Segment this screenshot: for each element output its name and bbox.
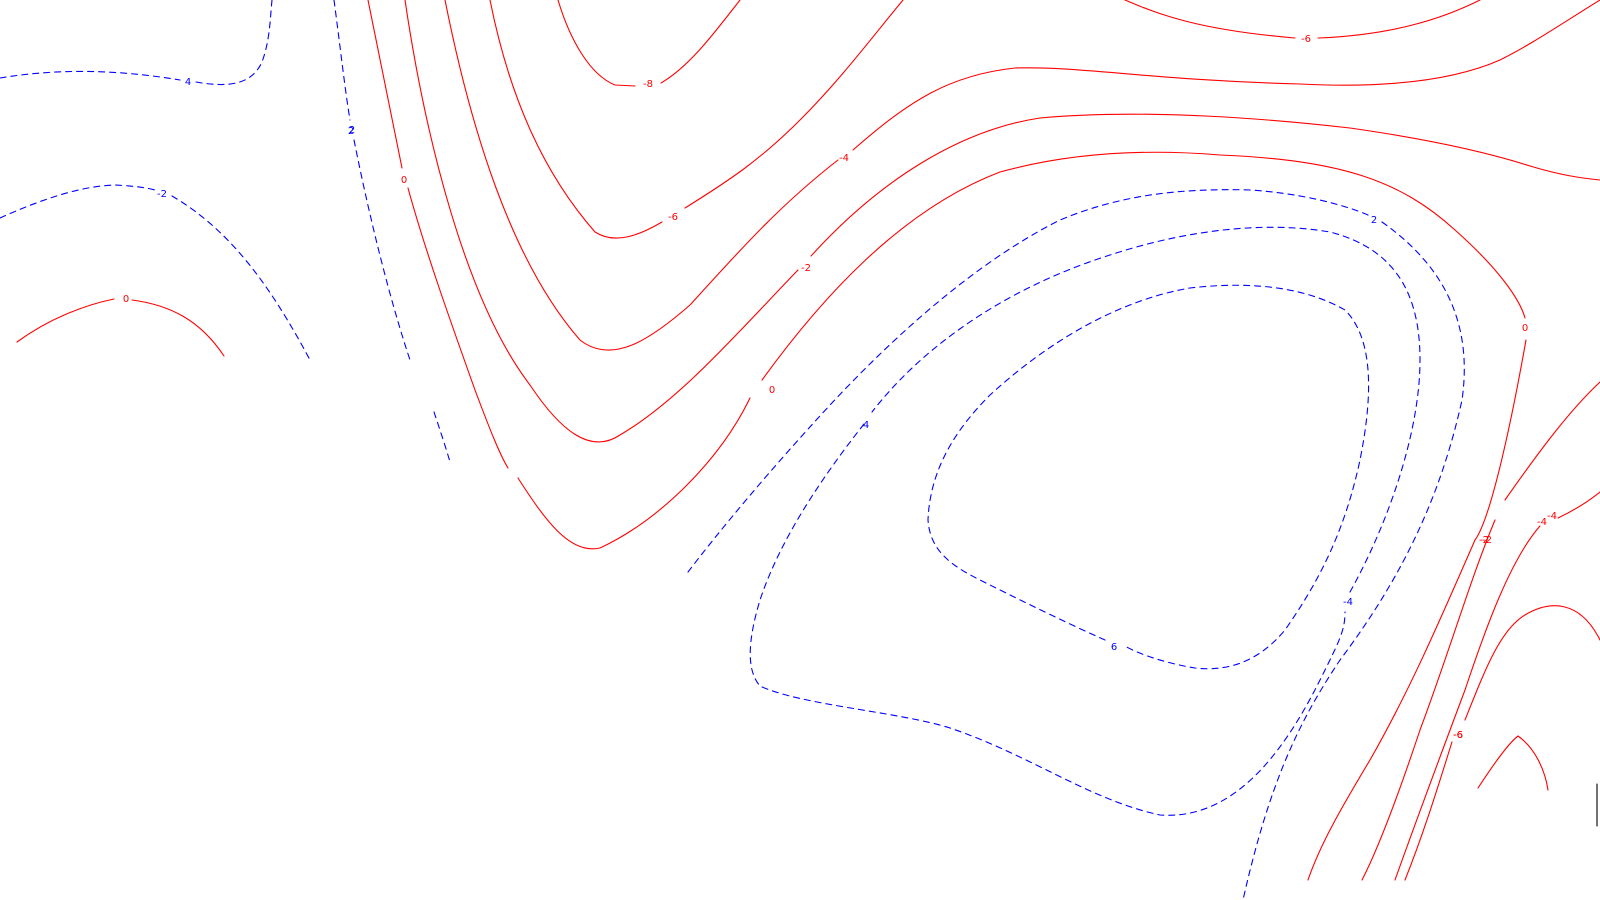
contour-label: -4: [1537, 517, 1547, 528]
contour-label: 0: [769, 385, 775, 396]
contour-label: -6: [1301, 34, 1311, 45]
contour-line-zero-left-arc: [16, 298, 225, 357]
contour-label: 2: [348, 126, 354, 137]
contour-label: 0: [401, 175, 407, 186]
contour-label: -2: [1482, 535, 1492, 546]
contour-label: -2: [157, 189, 167, 200]
contour-label: 6: [1111, 642, 1117, 653]
contour-line-neg-6-upper-left: [489, 0, 904, 239]
contour-label: -4: [1343, 597, 1353, 608]
contour-label: -6: [668, 212, 678, 223]
contour-line-neg-8: [557, 0, 741, 87]
contour-line-pos-2-top-left: [0, 184, 311, 361]
contour-label: 0: [123, 294, 129, 305]
contour-label: -4: [1547, 511, 1557, 522]
contour-label: -2: [1479, 535, 1489, 546]
contour-line-neg-4-right: [1394, 491, 1600, 881]
contour-line-neg-6-right: [1404, 605, 1600, 881]
contour-line-pos-4-center: [749, 226, 1421, 816]
contour-label: 2: [349, 125, 355, 136]
contour-line-pos-2-left-vertical: [333, 0, 451, 463]
contour-label: 4: [185, 77, 191, 88]
contour-line-neg-2-upper-left: [404, 0, 1600, 443]
contour-line-pos-6-center: [927, 284, 1370, 670]
contour-label: -8: [643, 79, 653, 90]
contour-line-neg-2-right: [1361, 381, 1600, 881]
contour-line-pos-4-top-left: [0, 0, 273, 86]
contour-label: -4: [839, 153, 849, 164]
contour-line-neg-8-right: [1477, 735, 1549, 791]
contour-label: -6: [1453, 730, 1463, 741]
contour-label: -6: [1453, 730, 1463, 741]
contour-line-zero-upper-left: [367, 0, 1527, 881]
contour-line-neg-4-upper-left: [444, 0, 1600, 351]
contour-line-neg-6-top-right: [1124, 0, 1481, 39]
contour-line-pos-2-center: [687, 189, 1465, 900]
contour-label: 4: [863, 420, 869, 431]
contour-label: 2: [1371, 215, 1377, 226]
contour-label: -2: [801, 263, 811, 274]
contour-label: 0: [1522, 323, 1528, 334]
